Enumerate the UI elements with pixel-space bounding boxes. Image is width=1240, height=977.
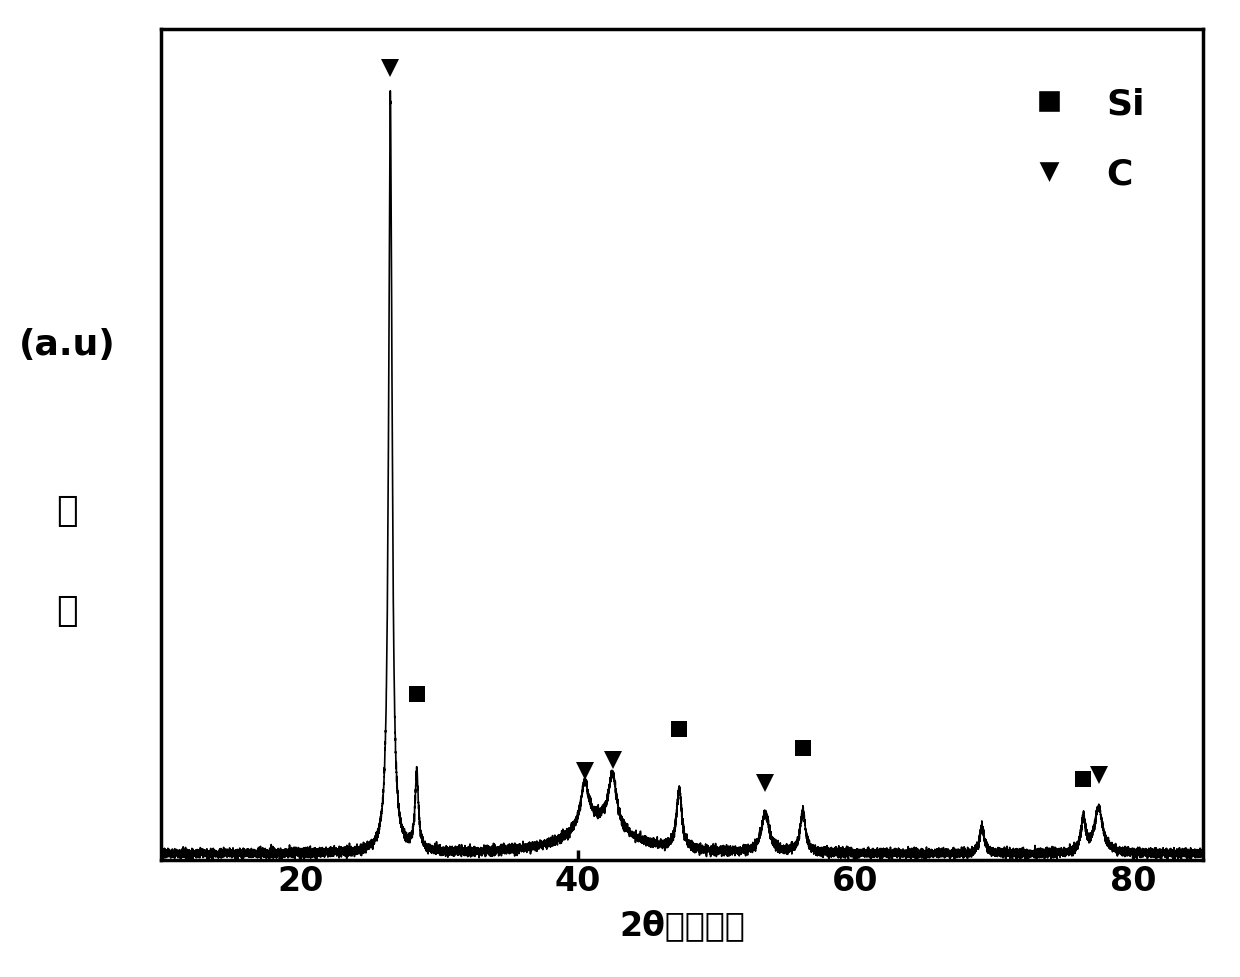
X-axis label: 2θ（角度）: 2θ（角度） — [619, 909, 745, 942]
Text: 度: 度 — [57, 594, 78, 627]
Text: 强: 强 — [57, 494, 78, 528]
Legend: Si, C: Si, C — [998, 72, 1159, 205]
Text: (a.u): (a.u) — [19, 328, 115, 361]
